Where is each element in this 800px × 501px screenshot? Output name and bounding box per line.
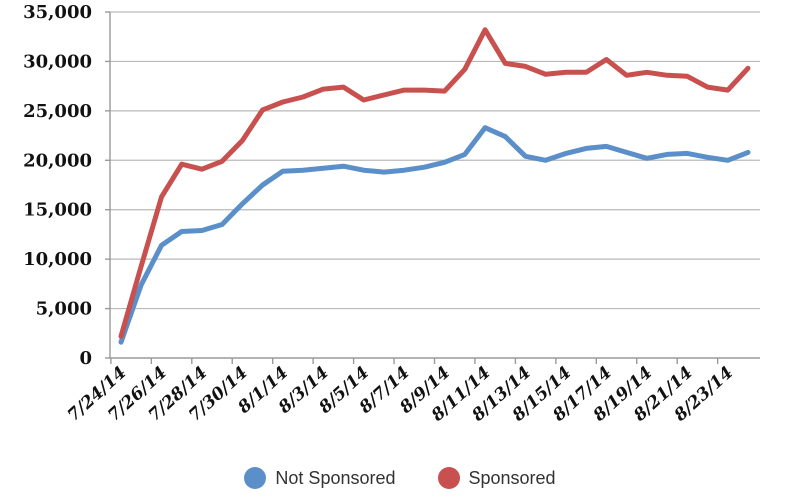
axes <box>105 11 760 364</box>
legend-label-not-sponsored: Not Sponsored <box>275 467 396 488</box>
legend-marker-sponsored <box>437 467 460 489</box>
y-tick-label: 10,000 <box>23 249 92 270</box>
y-axis-tick-labels: 0 5,000 10,000 15,000 20,000 25,000 30,000 35,0… <box>23 2 92 369</box>
x-axis-tick-labels: 7/24/147/26/147/28/147/30/148/1/148/3/14… <box>64 363 737 426</box>
series-line-sponsored <box>118 27 751 339</box>
y-tick-label: 0 <box>79 348 92 369</box>
y-tick-label: 35,000 <box>23 2 92 23</box>
y-tick-label: 5,000 <box>36 299 92 320</box>
series-lines <box>118 27 751 345</box>
y-tick-label: 15,000 <box>23 200 92 221</box>
series-line-not-sponsored <box>118 125 751 345</box>
line-chart: 0 5,000 10,000 15,000 20,000 25,000 30,000 35,0… <box>23 2 760 426</box>
y-tick-label: 25,000 <box>23 101 92 122</box>
legend-label-sponsored: Sponsored <box>468 467 556 488</box>
y-tick-label: 20,000 <box>23 150 92 171</box>
legend-marker-not-sponsored <box>244 467 267 489</box>
legend-item-sponsored: Sponsored <box>437 465 556 491</box>
legend: Not Sponsored Sponsored <box>0 465 800 491</box>
legend-item-not-sponsored: Not Sponsored <box>244 465 396 491</box>
y-tick-label: 30,000 <box>23 51 92 72</box>
gridlines <box>110 11 760 310</box>
